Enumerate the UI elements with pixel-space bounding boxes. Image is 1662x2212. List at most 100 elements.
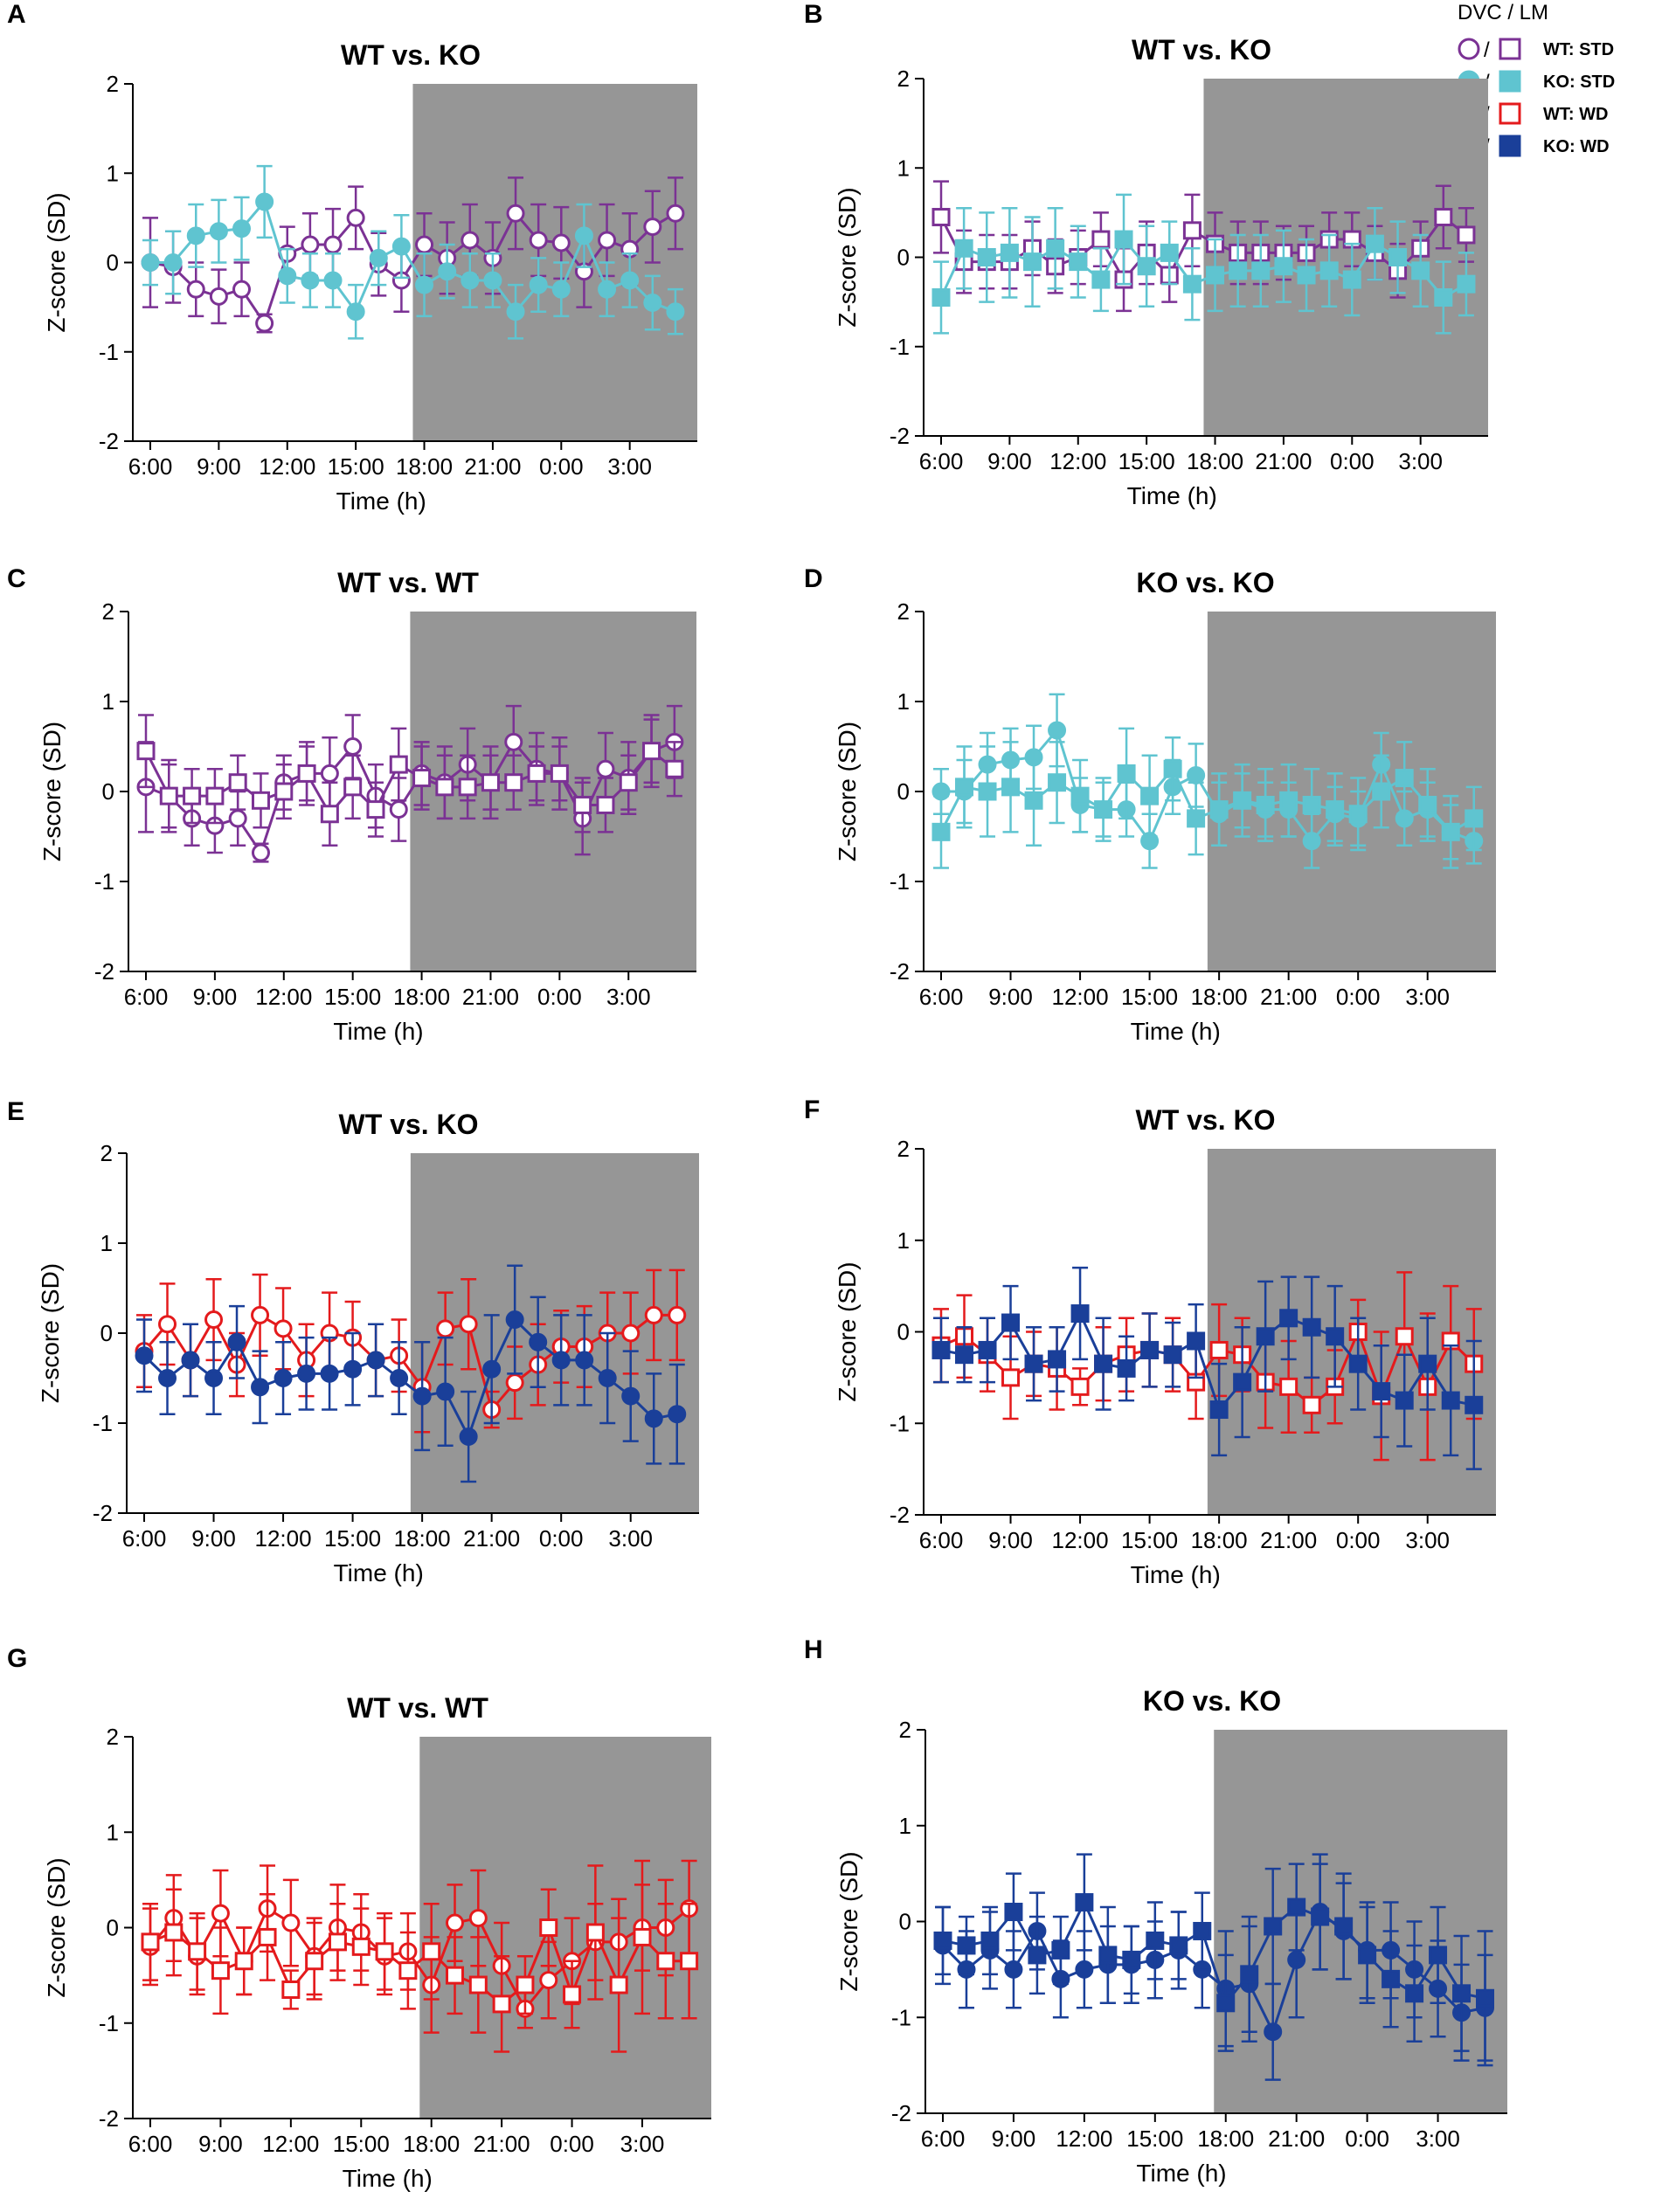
data-point xyxy=(1209,1400,1229,1420)
data-point xyxy=(596,795,615,814)
data-point xyxy=(438,262,457,281)
data-point xyxy=(1098,1946,1118,1965)
data-point xyxy=(305,1952,324,1971)
y-tick-label: -2 xyxy=(890,958,910,985)
data-point xyxy=(1046,238,1065,258)
data-point xyxy=(621,1386,641,1406)
y-tick-label: 2 xyxy=(897,598,910,625)
x-tick-label: 15:00 xyxy=(1118,448,1175,474)
panel-letter: E xyxy=(7,1097,24,1126)
x-tick-label: 0:00 xyxy=(550,2131,594,2157)
data-point xyxy=(301,271,320,290)
chart-title: KO vs. KO xyxy=(1143,1685,1281,1717)
y-tick-label: 2 xyxy=(899,1717,911,1743)
data-point xyxy=(1287,1897,1306,1917)
data-point xyxy=(1122,1950,1141,1969)
data-point xyxy=(1023,252,1042,272)
x-tick-label: 21:00 xyxy=(1268,2126,1325,2152)
data-point xyxy=(1187,1331,1206,1351)
y-tick-label: -2 xyxy=(890,423,910,449)
data-point xyxy=(504,773,523,792)
data-point xyxy=(1094,800,1113,819)
y-axis-label: Z-score (SD) xyxy=(43,192,70,332)
x-tick-label: 21:00 xyxy=(1260,984,1317,1010)
data-point xyxy=(598,280,617,299)
data-point xyxy=(505,1373,524,1393)
data-point xyxy=(1365,234,1384,253)
legend-square-marker xyxy=(1499,102,1521,125)
series-ko-std-dvc xyxy=(141,164,685,340)
x-tick-label: 6:00 xyxy=(919,984,964,1010)
data-point xyxy=(258,1927,277,1946)
data-point xyxy=(164,1923,184,1942)
data-point xyxy=(551,233,571,252)
data-point xyxy=(228,773,247,792)
data-point xyxy=(1169,1936,1188,1955)
legend-label: KO: STD xyxy=(1543,73,1615,92)
data-point xyxy=(1091,230,1111,249)
data-point xyxy=(1476,1988,1495,2008)
data-point xyxy=(1051,1940,1070,1960)
dark-phase-shading xyxy=(410,612,696,971)
data-point xyxy=(1251,261,1271,280)
data-point xyxy=(1302,795,1321,814)
data-point xyxy=(390,1369,409,1387)
x-tick-label: 3:00 xyxy=(1405,984,1450,1010)
data-point xyxy=(1206,266,1225,285)
x-tick-label: 9:00 xyxy=(992,2126,1036,2152)
data-point xyxy=(1279,1309,1298,1328)
data-point xyxy=(527,764,546,783)
data-point xyxy=(158,1315,177,1334)
panel-H: H KO vs. KO 2 1 0 -1 -2 6:00 9:00 12:00 15:00 18:00… xyxy=(804,1635,1507,2187)
data-point xyxy=(621,1324,641,1343)
y-tick-label: -1 xyxy=(99,339,119,365)
data-point xyxy=(1382,1969,1401,1988)
y-tick-label: 0 xyxy=(897,245,910,271)
y-axis-label: Z-score (SD) xyxy=(834,1262,861,1401)
legend-label: WT: WD xyxy=(1543,105,1608,124)
data-point xyxy=(459,1315,478,1334)
data-point xyxy=(643,218,662,237)
legend-label: WT: STD xyxy=(1543,40,1614,59)
panel-C: C WT vs. WT 2 1 0 -1 -2 6:00 9:00 12:00 15:00 18:00… xyxy=(7,564,696,1045)
panel-G: G WT vs. WT 2 1 0 -1 -2 6:00 9:00 12:00 15:00 18:00… xyxy=(7,1644,711,2192)
data-point xyxy=(1146,1931,1165,1950)
data-point xyxy=(1334,1917,1354,1936)
data-point xyxy=(1240,1965,1259,1984)
data-point xyxy=(159,786,178,805)
data-point xyxy=(468,1975,488,1994)
x-tick-label: 9:00 xyxy=(988,1527,1033,1553)
data-point xyxy=(204,1369,224,1387)
x-tick-label: 15:00 xyxy=(1121,984,1178,1010)
x-tick-label: 0:00 xyxy=(537,984,582,1010)
data-point xyxy=(551,1351,571,1370)
y-tick-label: 1 xyxy=(107,1819,119,1845)
data-point xyxy=(1405,1984,1424,2003)
data-point xyxy=(529,275,548,294)
x-tick-label: 15:00 xyxy=(1126,2126,1183,2152)
x-tick-label: 3:00 xyxy=(1398,448,1443,474)
data-point xyxy=(1117,1358,1136,1378)
data-point xyxy=(366,1351,385,1370)
data-point xyxy=(642,742,661,761)
x-tick-label: 18:00 xyxy=(396,453,453,480)
x-tick-label: 9:00 xyxy=(193,984,238,1010)
x-tick-label: 12:00 xyxy=(255,984,312,1010)
data-point xyxy=(366,800,385,819)
data-point xyxy=(158,1369,177,1387)
data-point xyxy=(343,737,363,756)
data-point xyxy=(609,1975,628,1994)
data-point xyxy=(539,1918,558,1937)
data-point xyxy=(551,280,571,299)
data-point xyxy=(931,1340,951,1359)
x-tick-label: 18:00 xyxy=(394,1525,451,1552)
data-point xyxy=(1233,1372,1252,1392)
data-point xyxy=(1001,1368,1021,1387)
y-tick-label: -2 xyxy=(890,1502,910,1528)
series-wt-wd-lm xyxy=(141,1859,699,2053)
data-point xyxy=(1297,266,1316,285)
data-point xyxy=(1075,1893,1094,1912)
data-point xyxy=(656,1952,675,1971)
chart-title: KO vs. KO xyxy=(1136,567,1274,598)
y-tick-label: -1 xyxy=(891,2004,911,2030)
